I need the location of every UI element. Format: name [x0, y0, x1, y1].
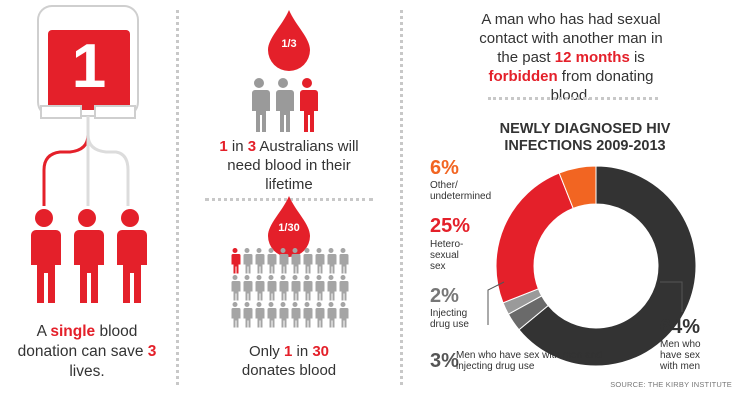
divider-notice: [488, 97, 658, 100]
people-group-red: [31, 209, 147, 303]
person-icon: [279, 248, 289, 274]
label-idu: Injecting drug use: [430, 308, 469, 330]
slice-msm: [518, 165, 697, 367]
person-icon: [315, 275, 325, 301]
hiv-donut-chart: [495, 165, 697, 367]
person-icon: [339, 248, 349, 274]
person-icon: [74, 209, 104, 303]
person-icon: [255, 275, 265, 301]
person-icon: [291, 302, 301, 328]
person-icon: [315, 248, 325, 274]
single-donation-caption: A single blood donation can save 3 lives…: [17, 323, 157, 380]
person-icon: [279, 275, 289, 301]
blood-drop-icon: [268, 196, 310, 257]
divider-right: [400, 10, 403, 385]
label-value-msm-idu: 3%: [430, 350, 459, 372]
person-icon: [31, 209, 61, 303]
label-value-msm: 64%: [660, 316, 701, 338]
person-icon: [339, 275, 349, 301]
person-icon: [231, 302, 241, 328]
person-icon: [243, 302, 253, 328]
people-group-1-in-30: [231, 248, 349, 328]
blood-drop-icon: [268, 10, 310, 71]
label-msm: Men who have sex with men: [660, 339, 701, 372]
label-value-idu: 2%: [430, 285, 459, 307]
person-icon: [279, 302, 289, 328]
person-icon: [243, 248, 253, 274]
label-value-other: 6%: [430, 157, 459, 179]
divider-left: [176, 10, 179, 385]
person-icon: [117, 209, 147, 303]
person-icon: [299, 78, 318, 132]
person-icon: [303, 248, 313, 274]
chart-title: NEWLY DIAGNOSED HIV INFECTIONS 2009-2013: [499, 121, 671, 154]
label-value-hetero: 25%: [430, 215, 471, 237]
person-icon: [267, 275, 277, 301]
person-icon: [303, 275, 313, 301]
bag-number: 1: [71, 32, 107, 101]
person-icon: [255, 302, 265, 328]
person-icon: [243, 275, 253, 301]
people-group-1-in-3: [251, 78, 318, 132]
person-icon: [267, 302, 277, 328]
person-icon: [327, 302, 337, 328]
msm-notice: A man who has had sexual contact with an…: [479, 11, 663, 104]
drop-label-1-in-3: 1/3: [281, 38, 297, 50]
person-icon: [315, 302, 325, 328]
person-icon: [327, 275, 337, 301]
source-note: SOURCE: THE KIRBY INSTITUTE: [610, 380, 732, 389]
person-icon: [275, 78, 294, 132]
person-icon: [231, 248, 241, 274]
person-icon: [339, 302, 349, 328]
label-hetero: Hetero- sexual sex: [430, 239, 464, 272]
blood-bag-icon: [37, 5, 139, 206]
person-icon: [327, 248, 337, 274]
person-icon: [251, 78, 270, 132]
person-icon: [291, 248, 301, 274]
stat-1-in-30-caption: Only 1 in 30 donates blood: [241, 343, 337, 379]
slice-other: [558, 165, 597, 210]
person-icon: [303, 302, 313, 328]
stat-1-in-3-caption: 1 in 3 Australians will need blood in th…: [219, 138, 359, 193]
label-other: Other/ undetermined: [430, 180, 492, 202]
person-icon: [291, 275, 301, 301]
drop-label-1-in-30: 1/30: [278, 222, 300, 234]
label-msm-idu: Men who have sex with men and injecting …: [456, 350, 602, 372]
person-icon: [255, 248, 265, 274]
person-icon: [231, 275, 241, 301]
person-icon: [267, 248, 277, 274]
